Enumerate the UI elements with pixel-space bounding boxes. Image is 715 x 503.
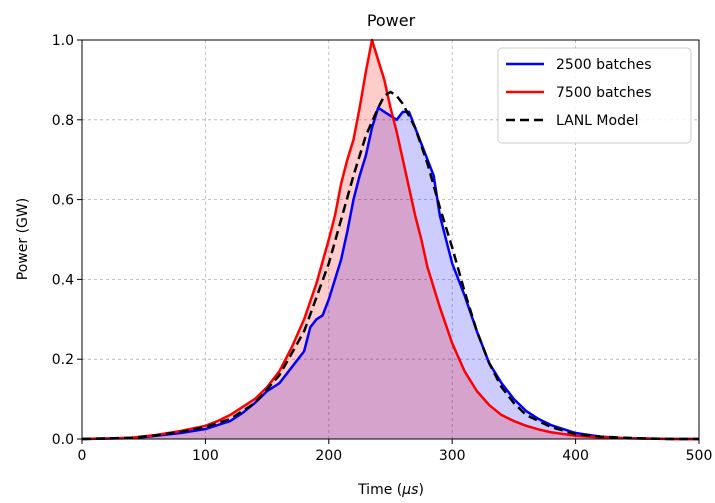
y-tick-label: 0.6 bbox=[52, 193, 74, 209]
x-tick-label: 500 bbox=[686, 448, 713, 464]
y-tick-label: 0.2 bbox=[52, 352, 74, 368]
legend-label-2500-batches: 2500 batches bbox=[556, 57, 652, 73]
x-axis-label: Time (μs) bbox=[357, 482, 424, 498]
y-axis-label: Power (GW) bbox=[15, 198, 31, 280]
series-line-7500-batches bbox=[81, 38, 699, 441]
series-fill-7500-batches bbox=[82, 40, 699, 439]
series-fill-2500-batches bbox=[82, 107, 699, 439]
plot-frame bbox=[81, 39, 700, 440]
x-axis-label-unit: μs bbox=[401, 482, 418, 498]
y-tick-label: 1.0 bbox=[52, 33, 74, 49]
x-tick-label: 0 bbox=[78, 448, 87, 464]
series-fills bbox=[82, 40, 699, 439]
x-axis-ticks: 0 100 200 300 400 500 bbox=[78, 439, 713, 464]
y-axis-ticks: 0.0 0.2 0.4 0.6 0.8 1.0 bbox=[52, 33, 82, 448]
x-tick-label: 300 bbox=[439, 448, 466, 464]
legend-label-7500-batches: 7500 batches bbox=[556, 85, 652, 101]
legend-label-lanl-model: LANL Model bbox=[556, 113, 638, 129]
chart-title: Power bbox=[367, 11, 416, 30]
x-tick-label: 400 bbox=[562, 448, 589, 464]
series-lines bbox=[81, 38, 699, 441]
x-tick-label: 100 bbox=[192, 448, 219, 464]
y-tick-label: 0.4 bbox=[52, 272, 74, 288]
y-tick-label: 0.0 bbox=[52, 432, 74, 448]
legend-box bbox=[497, 47, 692, 144]
y-tick-label: 0.8 bbox=[52, 113, 74, 129]
x-axis-label-prefix: Time ( bbox=[357, 482, 402, 498]
series-line-2500-batches bbox=[81, 106, 699, 441]
x-axis-label-suffix: ) bbox=[418, 482, 423, 498]
x-tick-label: 200 bbox=[315, 448, 342, 464]
series-line-lanl-model bbox=[81, 90, 699, 441]
legend: 2500 batches 7500 batches LANL Model bbox=[497, 47, 692, 144]
